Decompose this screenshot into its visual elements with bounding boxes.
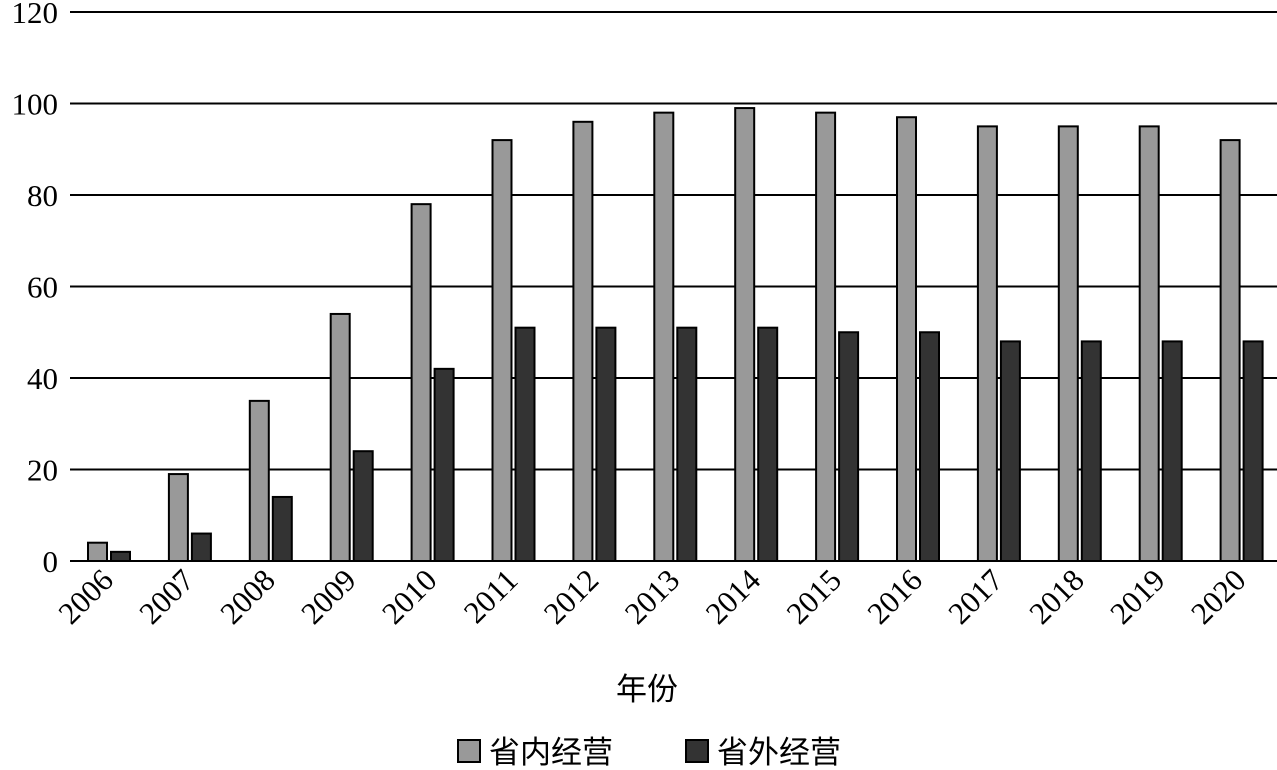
bar-series-1 bbox=[1219, 139, 1241, 562]
legend-swatch-series-2 bbox=[685, 739, 709, 763]
x-axis-tick-labels: 2006 2007 2008 2009 2010 2011 2012 2013 2014 2015… bbox=[51, 562, 1252, 631]
bar-series-2 bbox=[838, 331, 860, 562]
x-tick-label: 2010 bbox=[375, 562, 444, 631]
bar-series-1 bbox=[572, 120, 594, 563]
legend-swatch-series-1 bbox=[457, 739, 481, 763]
bar-series-1 bbox=[896, 116, 917, 562]
bar-series-2 bbox=[919, 331, 940, 562]
bar-series-2 bbox=[352, 450, 374, 563]
legend-label-series-2: 省外经营 bbox=[717, 735, 841, 770]
bar-series-2 bbox=[433, 367, 455, 562]
y-tick-label: 100 bbox=[12, 87, 59, 122]
y-tick-label: 20 bbox=[27, 453, 58, 488]
x-tick-label: 2012 bbox=[537, 562, 606, 631]
bar-series-1 bbox=[167, 473, 189, 563]
bar-series-2 bbox=[595, 326, 617, 562]
x-tick-label: 2020 bbox=[1184, 562, 1253, 631]
y-tick-label: 80 bbox=[27, 178, 58, 213]
x-tick-label: 2008 bbox=[213, 562, 282, 631]
bar-series-1 bbox=[815, 111, 837, 563]
x-tick-label: 2009 bbox=[294, 562, 363, 631]
bar-series-1 bbox=[653, 111, 675, 563]
y-tick-label: 0 bbox=[43, 544, 59, 579]
bar-series-2 bbox=[1080, 340, 1102, 562]
x-tick-label: 2014 bbox=[699, 562, 768, 631]
bar-series-1 bbox=[1138, 125, 1160, 562]
bar-series-2 bbox=[271, 495, 293, 563]
bar-series-2 bbox=[757, 326, 779, 562]
bar-series-2 bbox=[110, 550, 131, 562]
x-tick-label: 2013 bbox=[618, 562, 687, 631]
bar-series-1 bbox=[491, 139, 513, 562]
y-axis-tick-labels: 0 20 40 60 80 100 120 bbox=[12, 0, 59, 579]
bar-series-2 bbox=[1242, 340, 1264, 562]
bar-series-1 bbox=[734, 107, 756, 562]
bar-series-2 bbox=[999, 340, 1021, 562]
x-axis-title: 年份 bbox=[616, 672, 678, 707]
bar-series-2 bbox=[676, 326, 698, 562]
x-tick-label: 2019 bbox=[1103, 562, 1172, 631]
legend-label-series-1: 省内经营 bbox=[489, 735, 613, 770]
bar-series-1 bbox=[87, 541, 108, 563]
bar-series-1 bbox=[248, 399, 270, 562]
x-tick-label: 2006 bbox=[51, 562, 120, 631]
x-tick-label: 2011 bbox=[457, 562, 525, 630]
y-tick-label: 120 bbox=[12, 0, 59, 30]
y-tick-label: 40 bbox=[27, 361, 58, 396]
bar-series-2 bbox=[1161, 340, 1183, 562]
bar-series-1 bbox=[329, 312, 351, 563]
bar-series-1 bbox=[976, 125, 998, 562]
x-tick-label: 2016 bbox=[860, 562, 929, 631]
x-tick-label: 2018 bbox=[1022, 562, 1091, 631]
x-tick-label: 2007 bbox=[132, 562, 201, 631]
x-tick-label: 2015 bbox=[779, 562, 848, 631]
bar-series-1 bbox=[1057, 125, 1079, 562]
bar-series-1 bbox=[410, 203, 432, 562]
bar-series-2 bbox=[190, 532, 212, 562]
bars bbox=[87, 107, 1264, 563]
legend: 省内经营 省外经营 bbox=[457, 735, 841, 770]
y-tick-label: 60 bbox=[27, 270, 58, 305]
bar-series-2 bbox=[514, 326, 536, 562]
x-tick-label: 2017 bbox=[941, 562, 1010, 631]
